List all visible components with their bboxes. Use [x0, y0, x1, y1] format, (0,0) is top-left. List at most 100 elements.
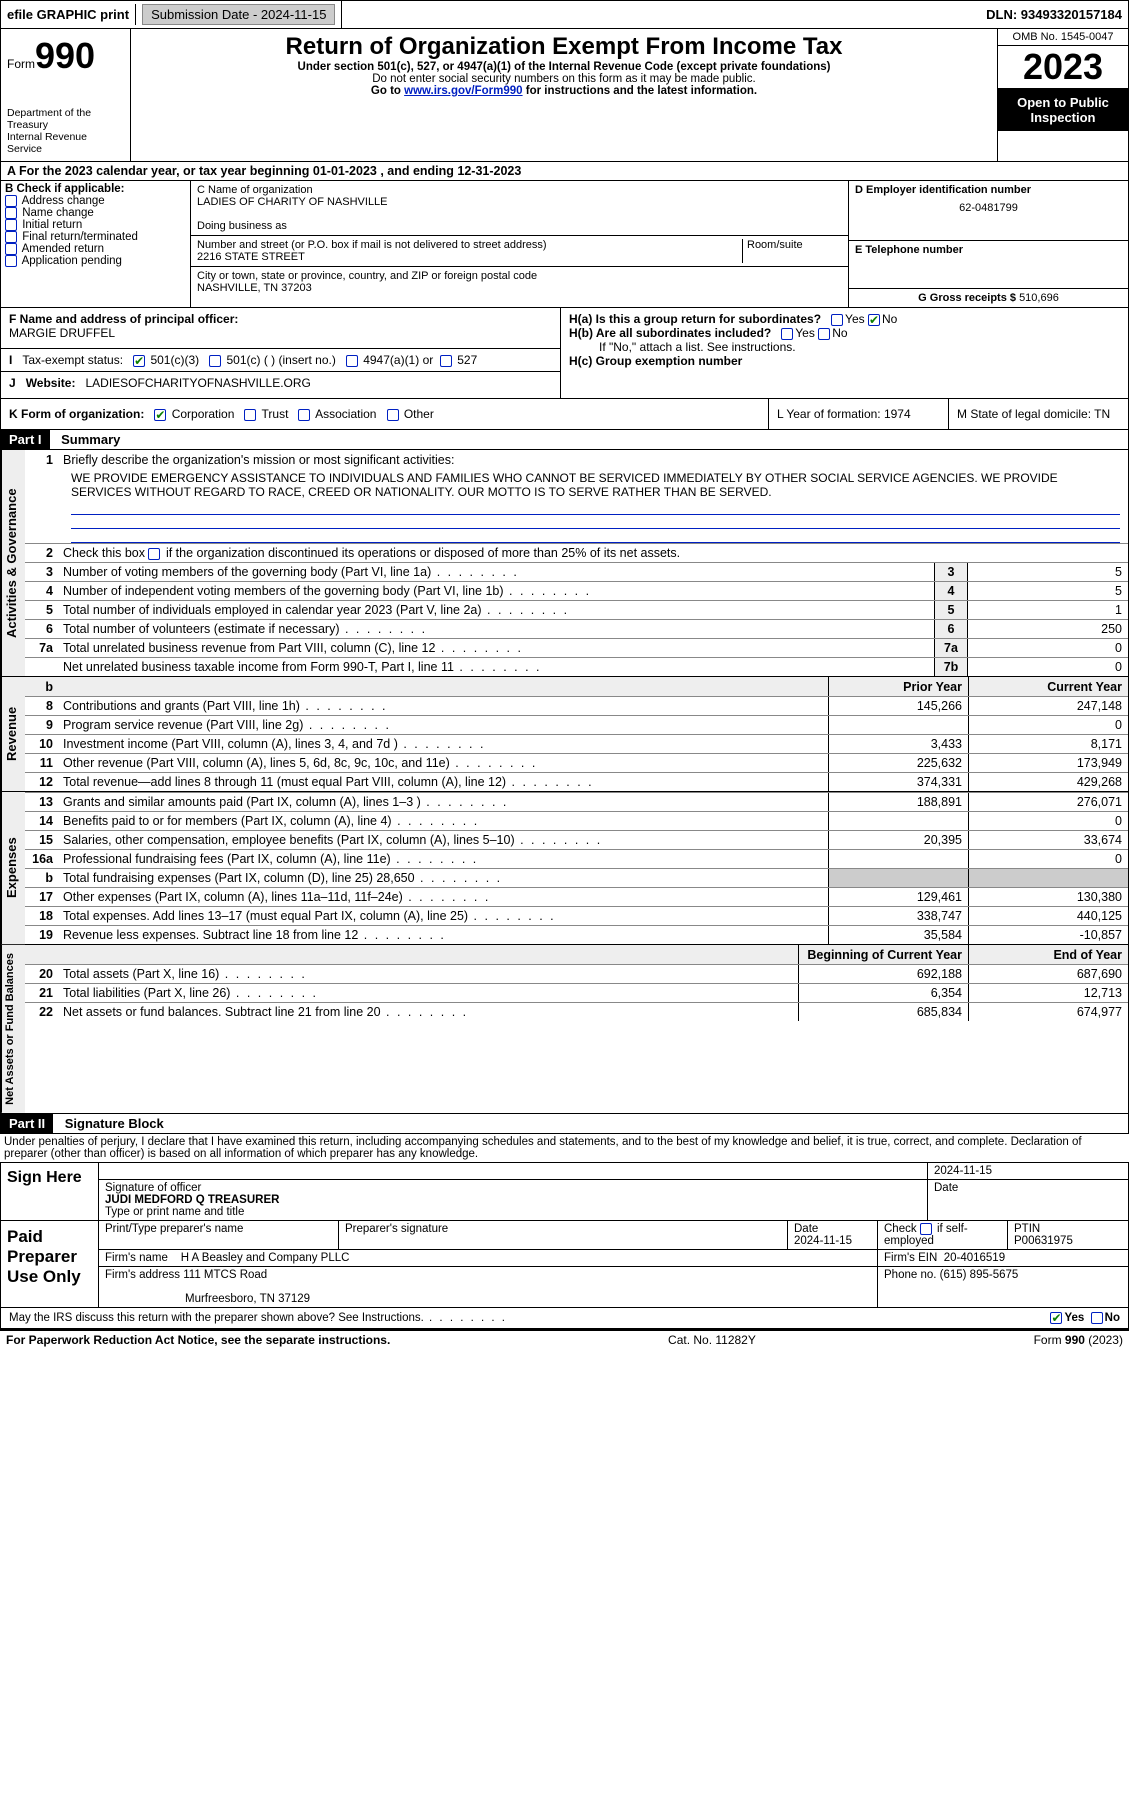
officer-name: MARGIE DRUFFEL	[9, 326, 552, 340]
sig-date: 2024-11-15	[928, 1163, 1128, 1179]
cb-final: Final return/terminated	[5, 231, 186, 243]
firm-addr-row: Firm's address 111 MTCS RoadMurfreesboro…	[99, 1267, 878, 1307]
cb-address: Address change	[5, 195, 186, 207]
paperwork-notice: For Paperwork Reduction Act Notice, see …	[6, 1333, 390, 1347]
cb-501c[interactable]	[209, 355, 221, 367]
blue-rule	[71, 501, 1120, 515]
summary-line: 18 Total expenses. Add lines 13–17 (must…	[25, 906, 1128, 925]
tax-exempt-row: I Tax-exempt status: 501(c)(3) 501(c) ( …	[1, 348, 560, 371]
col-b-checkboxes: B Check if applicable: Address change Na…	[1, 181, 191, 307]
year-formation: L Year of formation: 1974	[768, 399, 948, 429]
prep-sig-label: Preparer's signature	[339, 1221, 788, 1249]
ha-row: H(a) Is this a group return for subordin…	[569, 312, 1120, 326]
summary-line: Net unrelated business taxable income fr…	[25, 657, 1128, 676]
cb-initial: Initial return	[5, 219, 186, 231]
mission-text: WE PROVIDE EMERGENCY ASSISTANCE TO INDIV…	[25, 469, 1128, 501]
title-box: Return of Organization Exempt From Incom…	[131, 29, 998, 161]
dln: DLN: 93493320157184	[342, 4, 1128, 25]
street-cell: Number and street (or P.O. box if mail i…	[191, 236, 848, 267]
prior-year-header: Prior Year	[828, 677, 968, 696]
summary-line: 13 Grants and similar amounts paid (Part…	[25, 792, 1128, 811]
summary-line: 9 Program service revenue (Part VIII, li…	[25, 715, 1128, 734]
ptin-cell: PTINP00631975	[1008, 1221, 1128, 1249]
city-state-zip: NASHVILLE, TN 37203	[197, 282, 842, 294]
firm-ein-row: Firm's EIN 20-4016519	[878, 1250, 1128, 1266]
summary-line: 19 Revenue less expenses. Subtract line …	[25, 925, 1128, 944]
tax-year: 2023	[998, 46, 1128, 89]
cb-ha-no[interactable]	[868, 314, 880, 326]
phone-cell: E Telephone number	[849, 241, 1128, 289]
netassets-label: Net Assets or Fund Balances	[1, 945, 25, 1113]
col-c-org: C Name of organization LADIES OF CHARITY…	[191, 181, 848, 307]
governance-section: Activities & Governance 1Briefly describ…	[0, 450, 1129, 677]
summary-line: 7a Total unrelated business revenue from…	[25, 638, 1128, 657]
summary-line: 8 Contributions and grants (Part VIII, l…	[25, 696, 1128, 715]
year-box: OMB No. 1545-0047 2023 Open to Public In…	[998, 29, 1128, 161]
ein-value: 62-0481799	[855, 202, 1122, 214]
prep-date: Date2024-11-15	[788, 1221, 878, 1249]
cb-501c3[interactable]	[133, 355, 145, 367]
city-cell: City or town, state or province, country…	[191, 267, 848, 297]
room-suite: Room/suite	[742, 239, 842, 263]
summary-line: 11 Other revenue (Part VIII, column (A),…	[25, 753, 1128, 772]
beg-year-header: Beginning of Current Year	[798, 945, 968, 964]
part1-label: Part I	[1, 430, 50, 449]
website-value: LADIESOFCHARITYOFNASHVILLE.ORG	[86, 376, 311, 390]
efile-label: efile GRAPHIC print	[1, 4, 136, 25]
hb-row: H(b) Are all subordinates included? Yes …	[569, 326, 1120, 340]
part1-title: Summary	[53, 430, 128, 449]
col-f: F Name and address of principal officer:…	[1, 308, 561, 398]
form-number-box: Form990 Department of the Treasury Inter…	[1, 29, 131, 161]
part2-title: Signature Block	[57, 1114, 172, 1133]
summary-line: 17 Other expenses (Part IX, column (A), …	[25, 887, 1128, 906]
prep-name-label: Print/Type preparer's name	[99, 1221, 339, 1249]
summary-line: 22 Net assets or fund balances. Subtract…	[25, 1002, 1128, 1021]
firm-phone-row: Phone no. (615) 895-5675	[878, 1267, 1128, 1307]
cb-4947[interactable]	[346, 355, 358, 367]
summary-line: 4 Number of independent voting members o…	[25, 581, 1128, 600]
netassets-section: Net Assets or Fund Balances Beginning of…	[0, 945, 1129, 1114]
officer-label: F Name and address of principal officer:	[9, 312, 552, 326]
block-fh: F Name and address of principal officer:…	[0, 308, 1129, 399]
cb-527[interactable]	[440, 355, 452, 367]
form-org-row: K Form of organization: Corporation Trus…	[1, 399, 768, 429]
hb-note: If "No," attach a list. See instructions…	[569, 340, 1120, 354]
summary-line: 20 Total assets (Part X, line 16) 692,18…	[25, 964, 1128, 983]
summary-line: 12 Total revenue—add lines 8 through 11 …	[25, 772, 1128, 791]
street-address: 2216 STATE STREET	[197, 251, 742, 263]
public-inspection: Open to Public Inspection	[998, 89, 1128, 131]
col-d-ein: D Employer identification number 62-0481…	[848, 181, 1128, 307]
submission-date: Submission Date - 2024-11-15	[136, 1, 342, 28]
summary-line: 10 Investment income (Part VIII, column …	[25, 734, 1128, 753]
section-a-dates: A For the 2023 calendar year, or tax yea…	[0, 162, 1129, 181]
cb-discuss-yes[interactable]	[1050, 1312, 1062, 1324]
irs-link[interactable]: www.irs.gov/Form990	[404, 85, 522, 97]
governance-label: Activities & Governance	[1, 450, 25, 676]
form-990: 990	[35, 35, 95, 76]
summary-line: 6 Total number of volunteers (estimate i…	[25, 619, 1128, 638]
officer-sig-name: JUDI MEDFORD Q TREASURER	[105, 1194, 921, 1206]
summary-line: 3 Number of voting members of the govern…	[25, 562, 1128, 581]
cb-amended: Amended return	[5, 243, 186, 255]
footer: For Paperwork Reduction Act Notice, see …	[0, 1329, 1129, 1349]
date-label: Date	[928, 1180, 1128, 1220]
title-sub3: Go to www.irs.gov/Form990 for instructio…	[135, 85, 993, 97]
title-sub2: Do not enter social security numbers on …	[135, 73, 993, 85]
summary-line: 16a Professional fundraising fees (Part …	[25, 849, 1128, 868]
cb-corp[interactable]	[154, 409, 166, 421]
col-h: H(a) Is this a group return for subordin…	[561, 308, 1128, 398]
revenue-section: Revenue b Prior Year Current Year 8 Cont…	[0, 677, 1129, 792]
part1-header-row: Part I Summary	[0, 430, 1129, 450]
current-year-header: Current Year	[968, 677, 1128, 696]
revenue-label: Revenue	[1, 677, 25, 791]
submission-btn[interactable]: Submission Date - 2024-11-15	[142, 4, 335, 25]
signature-block: Sign Here 2024-11-15 Signature of office…	[0, 1162, 1129, 1329]
summary-line: 21 Total liabilities (Part X, line 26) 6…	[25, 983, 1128, 1002]
ein-cell: D Employer identification number 62-0481…	[849, 181, 1128, 241]
paid-preparer-label: Paid Preparer Use Only	[1, 1221, 99, 1307]
row-klm: K Form of organization: Corporation Trus…	[0, 399, 1129, 430]
summary-line: 5 Total number of individuals employed i…	[25, 600, 1128, 619]
omb-number: OMB No. 1545-0047	[998, 29, 1128, 46]
sign-here-label: Sign Here	[1, 1163, 99, 1220]
expenses-label: Expenses	[1, 792, 25, 944]
